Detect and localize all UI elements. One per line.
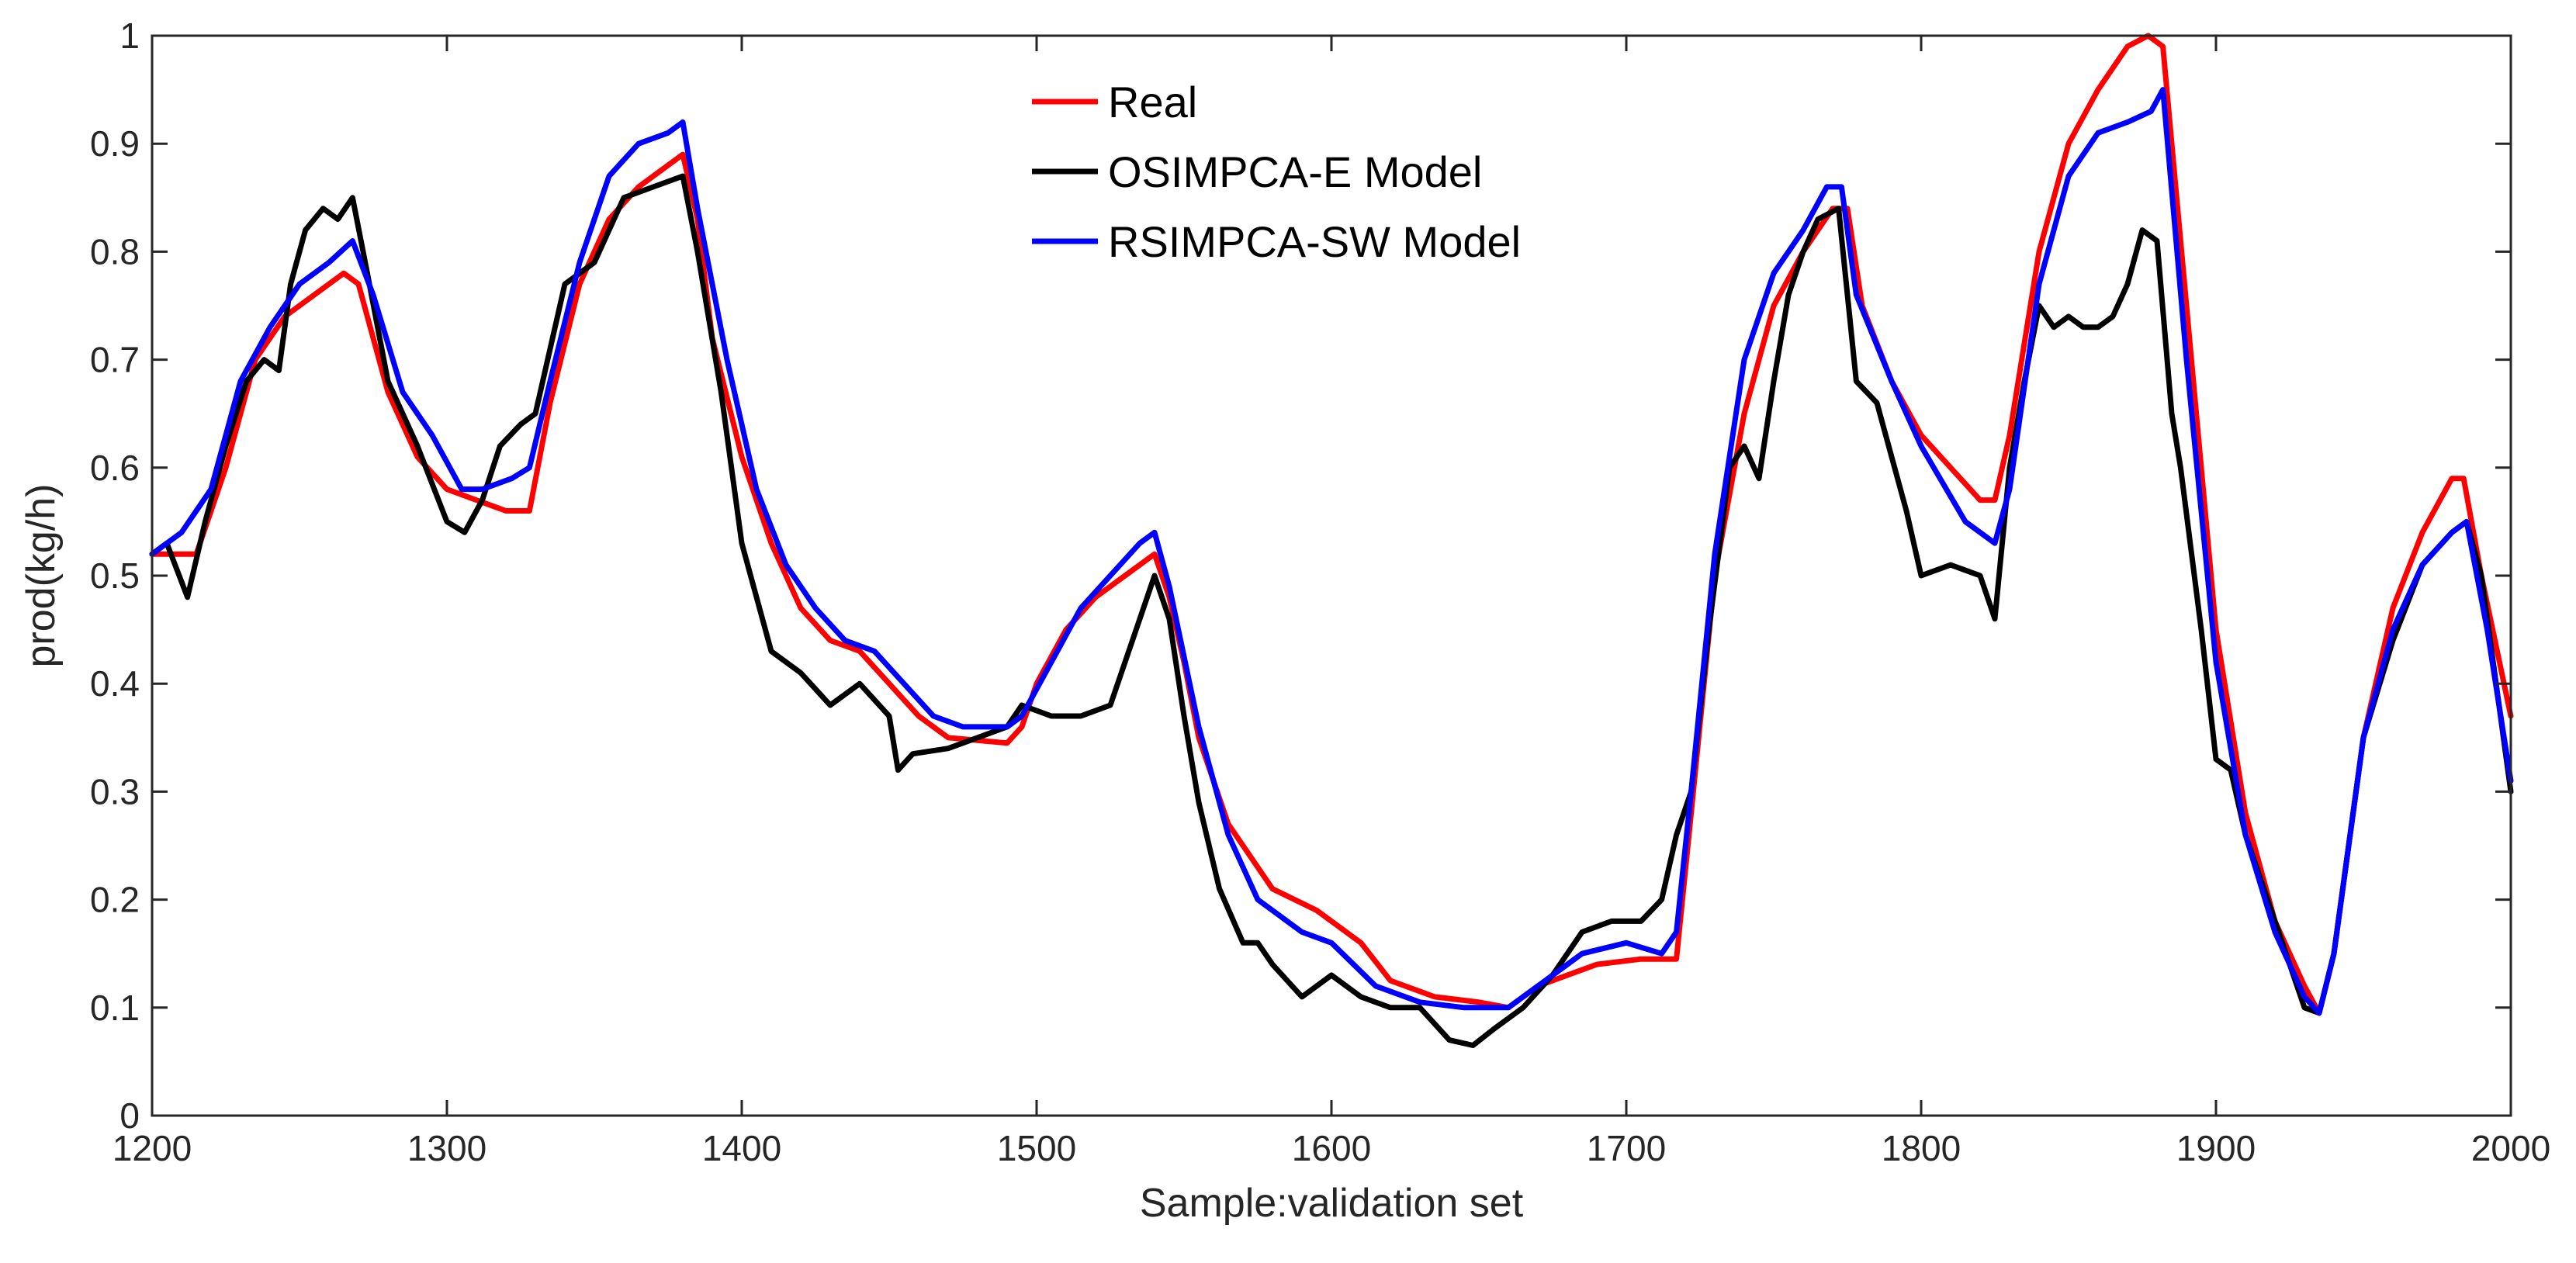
series-line-1: [149, 33, 2514, 1016]
x-tick-label: 1700: [1587, 1128, 1666, 1168]
y-tick-label: 0.1: [90, 988, 140, 1028]
y-tick-label: 0.9: [90, 123, 140, 164]
x-tick-label: 1900: [2176, 1128, 2256, 1168]
y-tick-label: 0: [119, 1095, 140, 1136]
x-axis-title: Sample:validation set: [1140, 1181, 1524, 1226]
legend-label-2: OSIMPCA-E Model: [1108, 147, 1482, 196]
y-tick-label: 0.6: [90, 448, 140, 488]
x-tick-label: 1400: [702, 1128, 781, 1168]
legend-label-3: RSIMPCA-SW Model: [1108, 217, 1521, 266]
legend: Real OSIMPCA-E Model RSIMPCA-SW Model: [1032, 78, 1521, 266]
series-layer: [149, 33, 2514, 1048]
y-tick-label: 0.8: [90, 231, 140, 272]
tick-layer: 1200 1300 1400 1500 1600 1700 1800 1900 2000 0 0.1…: [90, 16, 2550, 1168]
y-tick-label: 0.5: [90, 555, 140, 596]
y-tick-label: 1: [119, 16, 140, 56]
x-tick-label: 1800: [1882, 1128, 1961, 1168]
legend-label-1: Real: [1108, 78, 1197, 126]
x-tick-label: 2000: [2471, 1128, 2550, 1168]
x-tick-label: 1200: [113, 1128, 192, 1168]
series-line-2: [149, 173, 2514, 1048]
x-tick-label: 1600: [1292, 1128, 1371, 1168]
y-axis-title: prod(kg/h): [19, 484, 64, 668]
y-tick-label: 0.7: [90, 340, 140, 380]
y-tick-label: 0.2: [90, 880, 140, 920]
x-tick-label: 1300: [407, 1128, 486, 1168]
y-tick-label: 0.4: [90, 663, 140, 704]
y-tick-label: 0.3: [90, 771, 140, 811]
series-line-3: [149, 87, 2514, 1016]
x-tick-label: 1500: [997, 1128, 1076, 1168]
